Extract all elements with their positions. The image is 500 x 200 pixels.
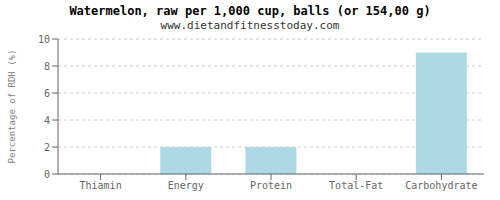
html-text:Watermelon, raw per 1,000 cup,: Watermelon, raw per 1,000 cup, balls (or… bbox=[69, 4, 431, 18]
svg-text:6: 6 bbox=[44, 88, 50, 99]
svg-text:Percentage of RDH (%): Percentage of RDH (%) bbox=[8, 50, 17, 164]
svg-text:2: 2 bbox=[44, 142, 50, 153]
html-text:www.dietandfitnesstoday.com: www.dietandfitnesstoday.com bbox=[160, 19, 340, 32]
svg-text:Protein: Protein bbox=[250, 180, 292, 191]
svg-text:Carbohydrate: Carbohydrate bbox=[405, 180, 477, 191]
svg-text:Energy: Energy bbox=[168, 180, 204, 191]
svg-text:4: 4 bbox=[44, 115, 50, 126]
svg-text:8: 8 bbox=[44, 61, 50, 72]
svg-text:Total-Fat: Total-Fat bbox=[329, 180, 383, 191]
svg-text:10: 10 bbox=[38, 34, 50, 45]
svg-text:Thiamin: Thiamin bbox=[80, 180, 122, 191]
svg-text:0: 0 bbox=[44, 169, 50, 180]
